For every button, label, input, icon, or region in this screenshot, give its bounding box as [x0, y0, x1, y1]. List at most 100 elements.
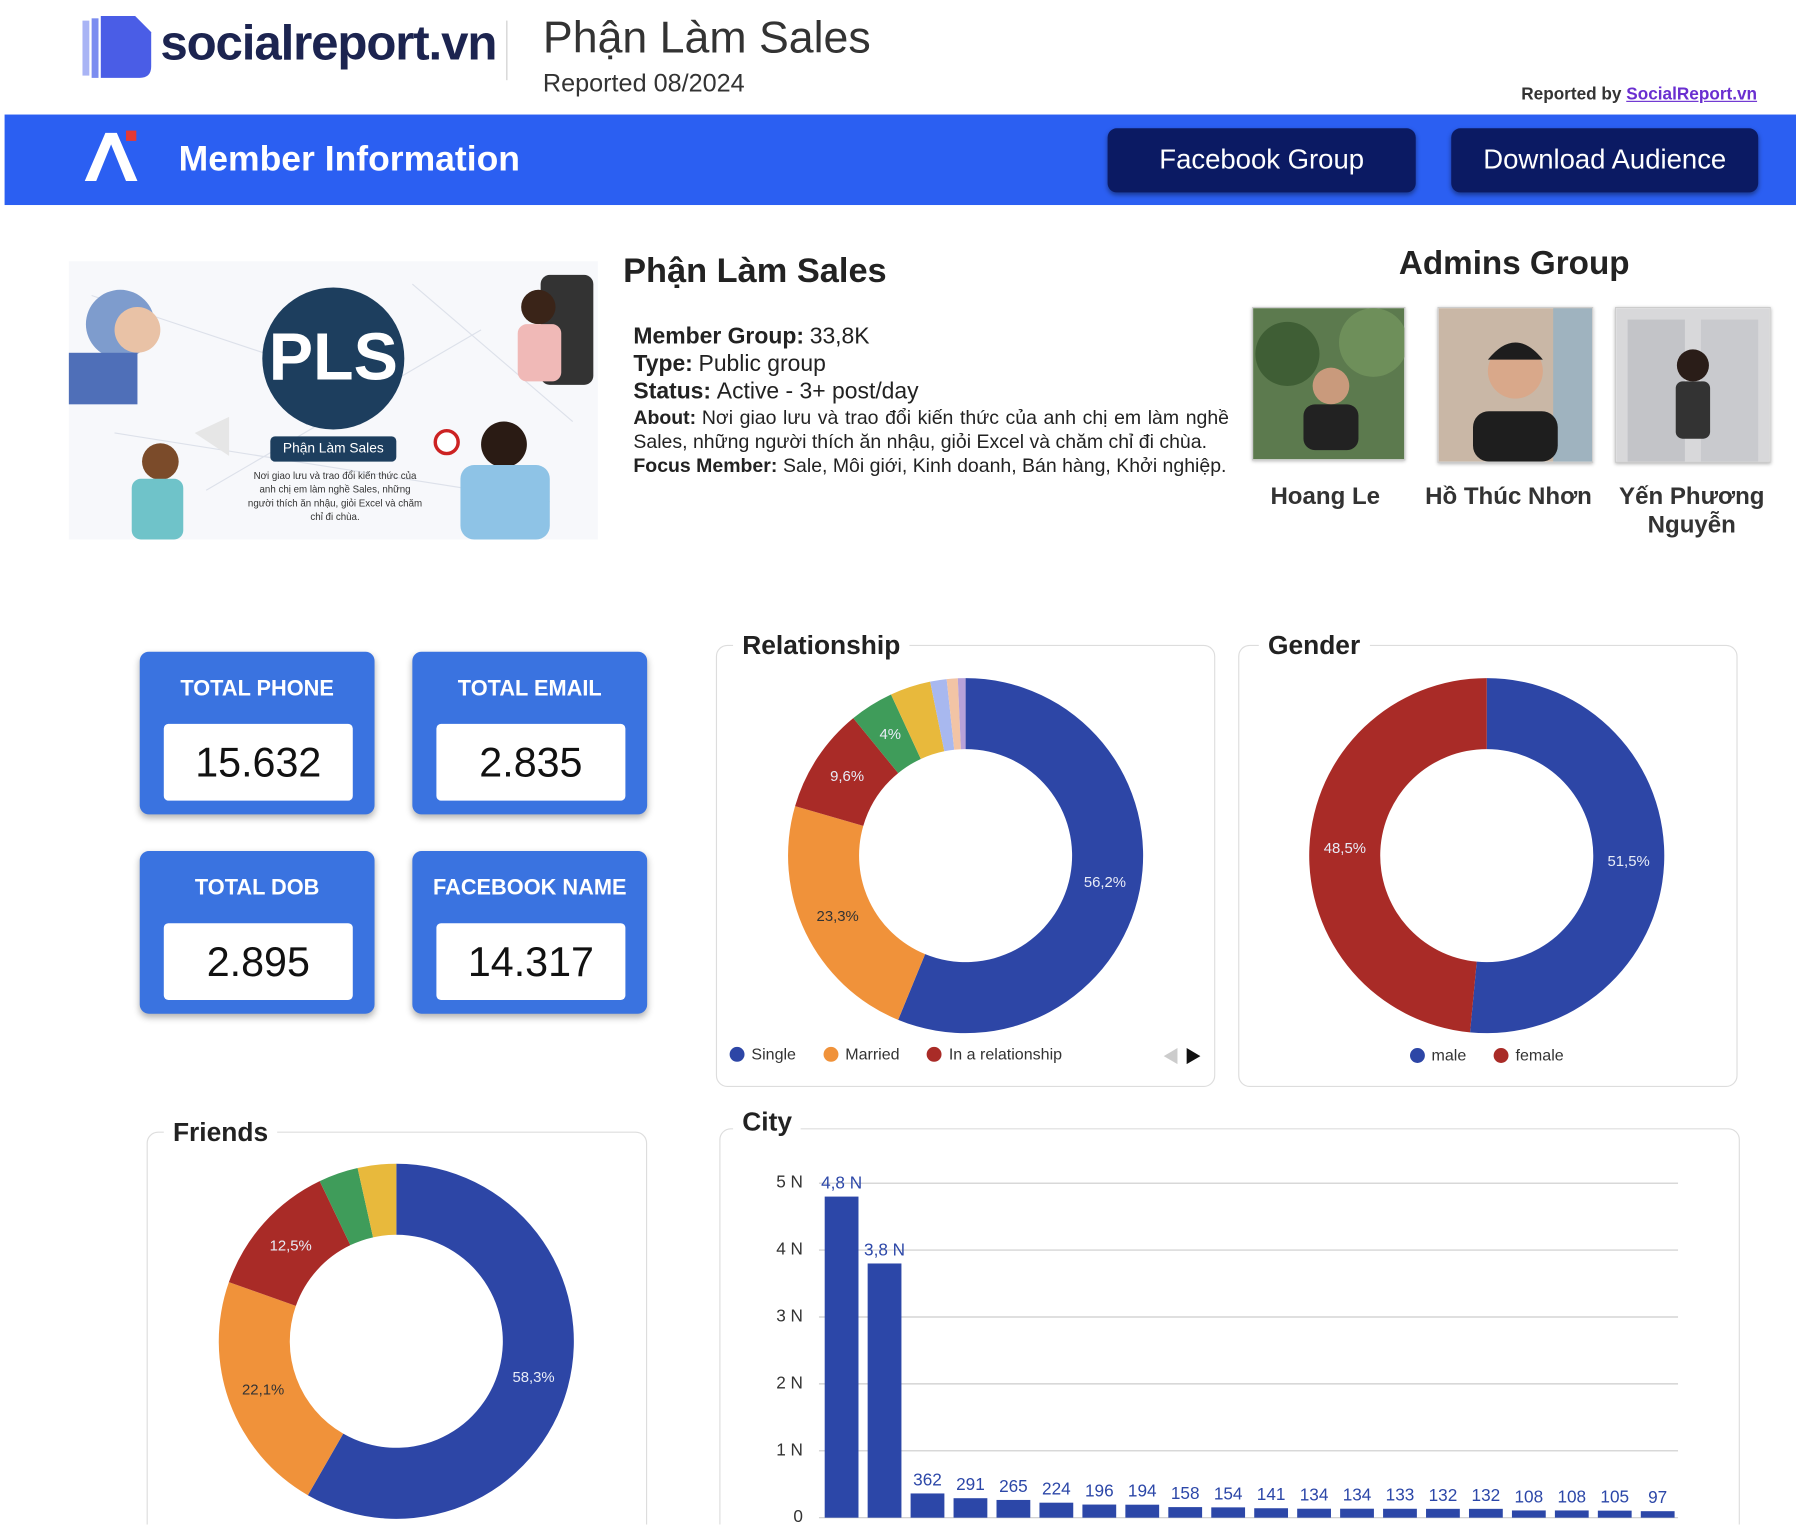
admins-title: Admins Group — [1398, 245, 1630, 282]
logo-icon — [82, 16, 152, 78]
bar — [910, 1493, 945, 1518]
field-value: Sale, Môi giới, Kinh doanh, Bán hàng, Kh… — [783, 454, 1227, 477]
bar — [1468, 1508, 1503, 1518]
legend: Single Married In a relationship — [729, 1044, 1062, 1063]
slice-label: 48,5% — [1324, 841, 1366, 857]
group-field: Status: Active - 3+ post/day — [633, 378, 918, 405]
legend-label: female — [1515, 1045, 1564, 1065]
bar — [1082, 1504, 1117, 1518]
nav-logo — [84, 130, 138, 181]
group-name: Phận Làm Sales — [623, 251, 887, 290]
bar-label: 132 — [1472, 1485, 1501, 1505]
legend-item: female — [1493, 1045, 1564, 1065]
donut-slice — [890, 681, 945, 759]
legend-item: Single — [729, 1044, 796, 1063]
chart-title: City — [733, 1106, 802, 1138]
bar — [824, 1196, 859, 1518]
y-tick-label: 2 N — [776, 1372, 803, 1392]
group-field: Member Group: 33,8K — [633, 323, 869, 350]
legend-label: Married — [845, 1044, 900, 1063]
bar — [1297, 1508, 1331, 1518]
admin-name: Yến Phương Nguyễn — [1619, 483, 1765, 539]
bar — [1511, 1510, 1546, 1518]
donut-slice — [228, 1181, 351, 1306]
slice-label: 58,3% — [512, 1370, 554, 1386]
banner-caption: Phận Làm Sales — [283, 441, 384, 456]
donut-slice — [788, 806, 926, 1020]
bar — [1039, 1502, 1074, 1518]
bar — [1640, 1511, 1675, 1518]
bar-label: 362 — [913, 1469, 942, 1489]
bar-label: 108 — [1515, 1486, 1544, 1506]
group-field: Focus Member: Sale, Môi giới, Kinh doanh,… — [633, 454, 1240, 478]
bar-label: 141 — [1257, 1484, 1286, 1504]
bar-label: 97 — [1648, 1487, 1667, 1507]
bar — [1597, 1510, 1632, 1518]
stat-value: 2.895 — [163, 923, 353, 1000]
donut-slice — [898, 678, 1144, 1034]
nav-title: Member Information — [178, 138, 520, 179]
bar-label: 3,8 N — [864, 1239, 905, 1259]
chart-panel — [715, 644, 1216, 1087]
chart-panel — [1238, 644, 1738, 1087]
bar — [953, 1498, 988, 1518]
bar — [1168, 1507, 1203, 1518]
divider — [506, 20, 508, 81]
y-tick-label: 4 N — [776, 1239, 803, 1259]
bar — [1554, 1510, 1589, 1518]
facebook-group-button[interactable]: Facebook Group — [1107, 128, 1416, 193]
legend-swatch — [729, 1046, 745, 1062]
bar-label: 4,8 N — [821, 1173, 862, 1193]
bar — [867, 1263, 902, 1518]
admin-name: Hoang Le — [1270, 483, 1381, 510]
donut-slice — [218, 1282, 344, 1496]
bar-label: 105 — [1600, 1487, 1629, 1507]
legend-label: male — [1431, 1045, 1467, 1065]
group-field: About: Nơi giao lưu và trao đổi kiến thức… — [633, 405, 1229, 453]
field-label: Focus Member: — [633, 454, 778, 477]
logo-text: socialreport.vn — [160, 16, 497, 72]
download-audience-button[interactable]: Download Audience — [1451, 128, 1759, 193]
legend-item: Married — [823, 1044, 900, 1063]
admin-name: Hồ Thúc Nhơn — [1425, 483, 1592, 510]
field-label: Type: — [633, 351, 693, 377]
bar-label: 154 — [1214, 1483, 1243, 1503]
bar — [1426, 1508, 1460, 1518]
banner-tagline: Nơi giao lưu và trao đổi kiến thức của a… — [247, 469, 423, 523]
donut-slice — [1309, 678, 1487, 1033]
field-value: Public group — [698, 351, 826, 377]
legend-item: male — [1409, 1045, 1467, 1065]
bar-label: 108 — [1557, 1486, 1586, 1506]
bar-label: 265 — [999, 1476, 1028, 1496]
legend-label: Single — [751, 1044, 796, 1063]
chart-panel — [146, 1131, 648, 1525]
y-tick-label: 3 N — [776, 1306, 803, 1326]
slice-label: 12,5% — [270, 1238, 312, 1254]
group-field: Type: Public group — [633, 350, 825, 377]
stat-title: FACEBOOK NAME — [433, 876, 627, 901]
legend-label: In a relationship — [948, 1044, 1063, 1063]
field-label: Status: — [633, 379, 712, 405]
donut-slice — [957, 678, 966, 750]
reported-by: Reported by SocialReport.vn — [1521, 85, 1757, 104]
chart-title: Gender — [1258, 629, 1370, 661]
y-tick-label: 5 N — [776, 1172, 803, 1192]
bar — [1211, 1507, 1246, 1518]
stat-title: TOTAL DOB — [194, 876, 320, 901]
stat-value: 15.632 — [163, 723, 353, 801]
slice-label: 9,6% — [830, 769, 864, 785]
legend-item: In a relationship — [927, 1045, 1062, 1063]
reported-link[interactable]: SocialReport.vn — [1626, 84, 1758, 105]
stat-value: 14.317 — [436, 923, 626, 1000]
admin-photo — [1615, 306, 1771, 463]
chart-panel — [719, 1128, 1740, 1525]
y-tick-label: 1 N — [776, 1439, 803, 1459]
bar-label: 291 — [956, 1474, 985, 1494]
donut-slice — [795, 718, 899, 826]
legend-pager[interactable] — [1159, 1045, 1205, 1068]
report-subtitle: Reported 08/2024 — [542, 68, 745, 98]
legend-swatch — [1409, 1047, 1425, 1063]
legend-swatch — [927, 1046, 942, 1062]
